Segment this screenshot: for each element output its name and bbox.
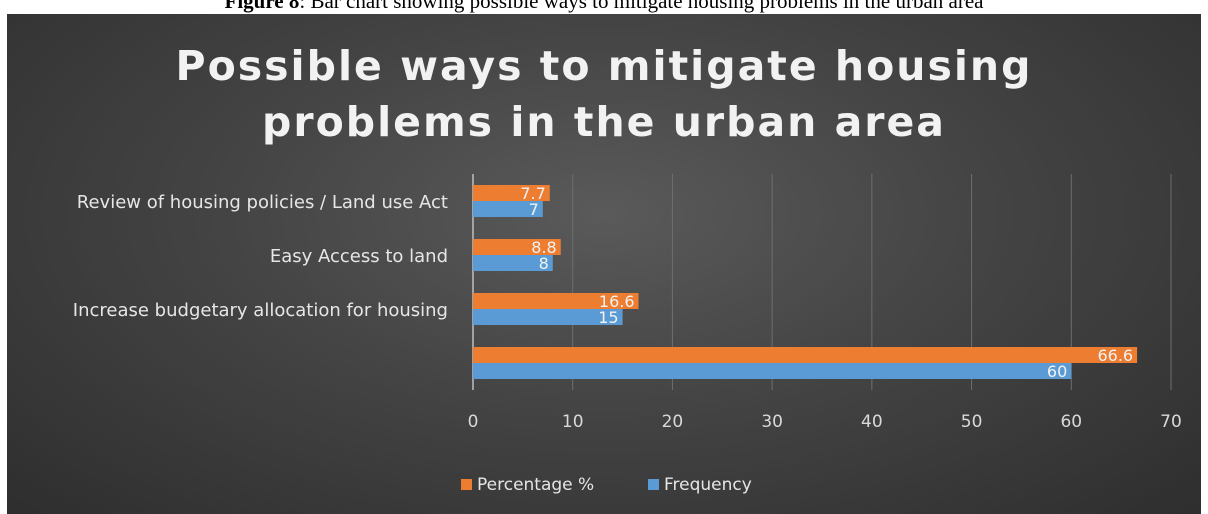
bar-frequency [473,309,623,325]
data-label: 8.8 [531,238,556,257]
figure-caption-prefix: Figure 8 [224,0,300,13]
legend: Percentage % Frequency [461,475,752,495]
x-tick-label: 40 [861,412,883,432]
x-tick-label: 70 [1160,412,1182,432]
legend-swatch [648,479,659,490]
data-label: 8 [539,254,549,273]
x-tick-label: 0 [468,412,479,432]
figure-caption-text: : Bar chart showing possible ways to mit… [299,0,984,13]
legend-label: Percentage % [477,475,594,495]
bar-frequency [473,201,543,217]
x-tick-label: 60 [1060,412,1082,432]
bar-chart: Possible ways to mitigate housing problem… [73,42,1182,495]
gridlines [572,174,1172,390]
category-label: Review of housing policies / Land use Ac… [77,192,448,213]
chart-area: Possible ways to mitigate housing problem… [7,14,1201,514]
data-label: 15 [598,308,618,327]
chart-title-line: problems in the urban area [262,98,946,146]
x-tick-label: 20 [662,412,684,432]
value-axis: 0 10 20 30 40 50 60 70 [468,174,1182,432]
category-label: Easy Access to land [270,246,448,267]
category-axis: Review of housing policies / Land use Ac… [73,192,448,321]
data-label: 66.6 [1097,346,1133,365]
legend-swatch [461,479,472,490]
x-tick-label: 30 [761,412,783,432]
data-label: 60 [1047,362,1067,381]
bar-percentage [473,293,639,309]
data-label: 7.7 [520,184,545,203]
chart-title-line: Possible ways to mitigate housing [176,42,1033,90]
x-tick-label: 50 [961,412,983,432]
data-label: 16.6 [599,292,635,311]
bars: 7.77 8.88 16.615 66.6 60 [473,184,1138,381]
figure-caption: Figure 8: Bar chart showing possible way… [0,0,1208,14]
bar-percentage [473,239,561,255]
bar-percentage [473,347,1138,363]
bar-frequency [473,363,1072,379]
category-label: Increase budgetary allocation for housin… [73,300,448,321]
x-tick-label: 10 [562,412,584,432]
data-label: 7 [529,200,539,219]
legend-label: Frequency [664,475,752,495]
bar-percentage [473,185,550,201]
chart-title: Possible ways to mitigate housing problem… [176,42,1033,146]
bar-frequency [473,255,553,271]
